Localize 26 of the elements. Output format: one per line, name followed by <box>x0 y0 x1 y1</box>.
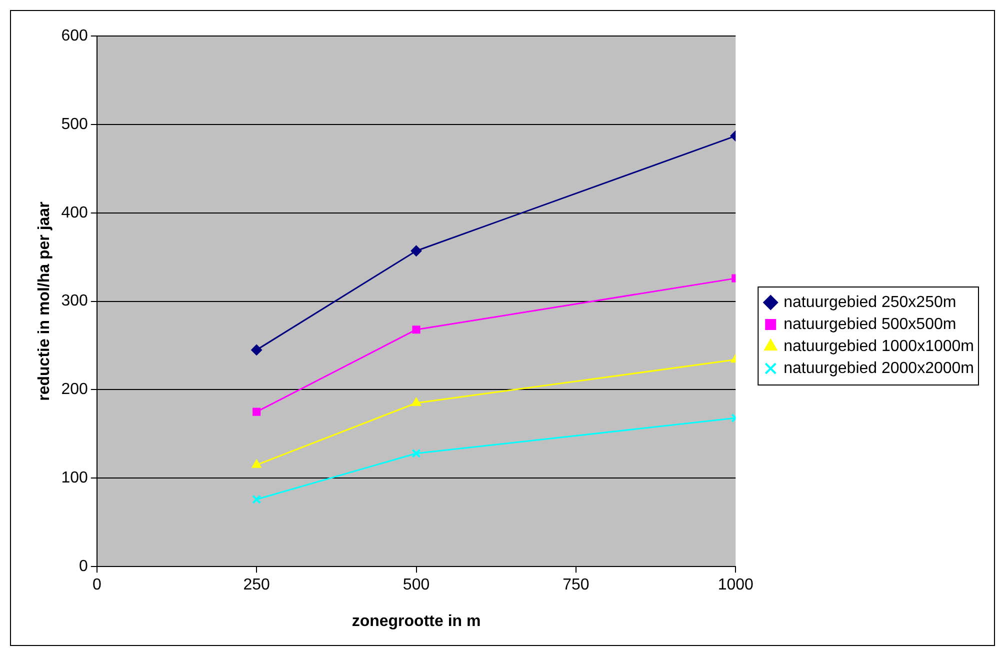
y-tick-label: 300 <box>61 292 88 310</box>
y-tick-label: 600 <box>61 27 88 44</box>
x-tick-label: 250 <box>243 576 270 594</box>
point <box>251 344 262 356</box>
point <box>412 326 420 334</box>
legend-label: natuurgebied 500x500m <box>784 316 956 333</box>
legend-label: natuurgebied 250x250m <box>784 294 956 311</box>
point <box>411 398 422 406</box>
legend-label: natuurgebied 2000x2000m <box>784 360 974 377</box>
x-axis-title: zonegrootte in m <box>352 612 481 630</box>
y-tick-label: 500 <box>61 116 88 133</box>
y-axis-title: reductie in mol/ha per jaar <box>36 202 54 401</box>
point <box>410 245 422 256</box>
x-tick-label: 500 <box>402 576 430 594</box>
point <box>252 408 261 416</box>
x-tick-label: 750 <box>562 576 590 594</box>
y-tick-label: 200 <box>61 381 88 398</box>
y-tick-label: 0 <box>78 558 88 576</box>
x-tick-label: 0 <box>92 576 102 594</box>
legend-label: natuurgebied 1000x1000m <box>784 338 974 355</box>
y-tick-label: 100 <box>61 470 88 487</box>
point <box>412 448 421 458</box>
point <box>252 494 262 504</box>
y-tick-label: 400 <box>61 204 88 222</box>
x-tick-label: 1000 <box>718 576 754 594</box>
point <box>252 459 262 468</box>
